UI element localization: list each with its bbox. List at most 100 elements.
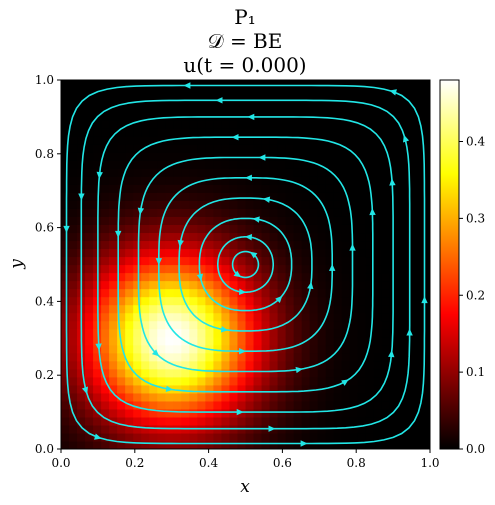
heatmap-cell bbox=[245, 344, 255, 354]
heatmap-cell bbox=[285, 400, 295, 410]
heatmap-cell bbox=[349, 128, 359, 137]
heatmap-cell bbox=[317, 160, 327, 169]
heatmap-cell bbox=[397, 208, 407, 217]
heatmap-cell bbox=[397, 192, 407, 201]
heatmap-cell bbox=[237, 392, 247, 402]
heatmap-cell bbox=[365, 144, 375, 153]
heatmap-cell bbox=[269, 224, 279, 234]
heatmap-cell bbox=[269, 240, 279, 250]
heatmap-cell bbox=[173, 280, 182, 290]
heatmap-cell bbox=[253, 144, 263, 153]
heatmap-cell bbox=[285, 304, 295, 314]
heatmap-cell bbox=[157, 264, 166, 274]
heatmap-cell bbox=[365, 384, 375, 394]
heatmap-cell bbox=[149, 104, 158, 113]
heatmap-cell bbox=[365, 312, 375, 322]
heatmap-cell bbox=[117, 328, 126, 338]
heatmap-cell bbox=[349, 392, 359, 402]
heatmap-cell bbox=[61, 280, 70, 290]
heatmap-cell bbox=[421, 432, 430, 442]
heatmap-cell bbox=[213, 168, 223, 177]
heatmap-cell bbox=[109, 432, 118, 442]
heatmap-cell bbox=[109, 80, 118, 89]
heatmap-cell bbox=[133, 288, 142, 298]
heatmap-cell bbox=[277, 176, 287, 185]
streamline-arrow bbox=[389, 178, 396, 186]
heatmap-cell bbox=[173, 432, 182, 442]
heatmap-cell bbox=[277, 336, 287, 346]
streamline-arrow bbox=[95, 343, 102, 351]
heatmap-cell bbox=[285, 328, 295, 338]
heatmap-cell bbox=[333, 168, 343, 177]
heatmap-cell bbox=[61, 392, 70, 402]
heatmap-cell bbox=[109, 264, 118, 274]
heatmap-cell bbox=[197, 416, 206, 426]
heatmap-cell bbox=[261, 272, 271, 282]
heatmap-cell bbox=[421, 176, 430, 185]
heatmap-cell bbox=[85, 336, 94, 346]
heatmap-cell bbox=[325, 440, 335, 449]
heatmap-cell bbox=[93, 400, 102, 410]
heatmap-cell bbox=[221, 272, 231, 282]
heatmap-cell bbox=[389, 440, 399, 449]
heatmap-cell bbox=[325, 424, 335, 434]
heatmap-cell bbox=[69, 280, 78, 290]
heatmap-cell bbox=[165, 248, 174, 258]
heatmap-cell bbox=[141, 224, 150, 234]
heatmap-cell bbox=[205, 184, 215, 193]
heatmap-cell bbox=[229, 368, 239, 378]
heatmap-cell bbox=[125, 176, 134, 185]
heatmap-cell bbox=[93, 96, 102, 105]
heatmap-cell bbox=[357, 240, 367, 250]
heatmap-cell bbox=[133, 152, 142, 161]
heatmap-cell bbox=[197, 312, 206, 322]
heatmap-cell bbox=[365, 304, 375, 314]
heatmap-cell bbox=[357, 232, 367, 242]
heatmap-cell bbox=[381, 208, 391, 217]
heatmap-cell bbox=[293, 304, 303, 314]
heatmap-cell bbox=[77, 136, 86, 145]
heatmap-cell bbox=[413, 184, 423, 193]
heatmap-cell bbox=[381, 440, 391, 449]
heatmap-cell bbox=[109, 112, 118, 121]
heatmap-cell bbox=[197, 120, 206, 129]
heatmap-cell bbox=[373, 184, 383, 193]
heatmap-cell bbox=[245, 136, 255, 145]
heatmap-cell bbox=[301, 176, 311, 185]
heatmap-cell bbox=[253, 184, 263, 193]
heatmap-cell bbox=[261, 408, 271, 418]
heatmap-cell bbox=[253, 368, 263, 378]
heatmap-cell bbox=[373, 328, 383, 338]
heatmap-cell bbox=[157, 232, 166, 242]
heatmap-cell bbox=[149, 408, 158, 418]
heatmap-cell bbox=[413, 416, 423, 426]
heatmap-cell bbox=[269, 248, 279, 258]
heatmap-cell bbox=[373, 224, 383, 234]
heatmap-cell bbox=[133, 264, 142, 274]
heatmap-cell bbox=[373, 360, 383, 370]
heatmap-cell bbox=[205, 208, 215, 217]
heatmap-cell bbox=[341, 152, 351, 161]
heatmap-cell bbox=[421, 168, 430, 177]
heatmap-cell bbox=[197, 152, 206, 161]
heatmap-cell bbox=[261, 264, 271, 274]
heatmap-cell bbox=[149, 80, 158, 89]
heatmap-cell bbox=[109, 320, 118, 330]
heatmap-cell bbox=[413, 272, 423, 282]
heatmap-cell bbox=[285, 416, 295, 426]
heatmap-cell bbox=[181, 168, 190, 177]
heatmap-cell bbox=[317, 288, 327, 298]
heatmap-cell bbox=[277, 248, 287, 258]
heatmap-cell bbox=[245, 400, 255, 410]
heatmap-cell bbox=[101, 80, 110, 89]
heatmap-cell bbox=[325, 328, 335, 338]
heatmap-cell bbox=[285, 296, 295, 306]
heatmap-cell bbox=[61, 320, 70, 330]
heatmap-cell bbox=[413, 336, 423, 346]
heatmap-cell bbox=[117, 176, 126, 185]
heatmap-cell bbox=[381, 384, 391, 394]
heatmap-cell bbox=[381, 424, 391, 434]
heatmap-cell bbox=[117, 432, 126, 442]
heatmap-cell bbox=[421, 336, 430, 346]
heatmap-cell bbox=[149, 384, 158, 394]
